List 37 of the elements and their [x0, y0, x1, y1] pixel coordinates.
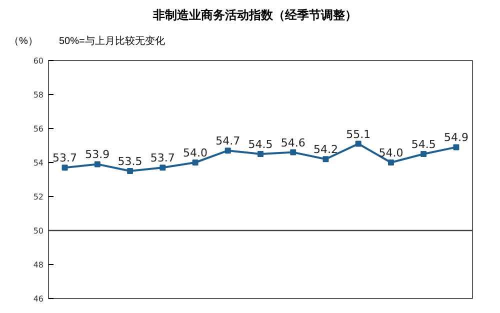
- point: [127, 168, 134, 174]
- data-label: 53.7: [150, 152, 175, 165]
- point: [388, 160, 394, 166]
- point: [453, 144, 460, 150]
- data-label: 54.0: [378, 146, 404, 160]
- point: [94, 161, 100, 168]
- point: [420, 151, 427, 157]
- y-axis-title: （%）: [9, 35, 38, 49]
- point: [192, 160, 198, 166]
- y-tick-label: 60: [33, 56, 44, 66]
- data-label: 53.7: [52, 152, 78, 165]
- y-tick-label: 54: [33, 158, 44, 168]
- data-label: 53.9: [85, 148, 110, 162]
- data-label: 53.5: [118, 155, 142, 168]
- data-label: 54.0: [183, 146, 208, 160]
- data-label: 54.6: [280, 136, 306, 150]
- data-label: 54.9: [444, 131, 468, 144]
- data-label: 54.5: [248, 138, 273, 151]
- point: [290, 149, 296, 156]
- y-tick-label: 50: [33, 226, 44, 236]
- y-tick-label: 58: [33, 90, 44, 100]
- y-tick-label: 56: [33, 124, 44, 134]
- point: [224, 148, 231, 154]
- data-label: 54.5: [411, 138, 436, 151]
- point: [62, 164, 68, 171]
- chart-title: 非制造业商务活动指数（经季节调整）: [153, 7, 357, 24]
- point: [322, 156, 329, 162]
- y-tick-label: 48: [33, 260, 44, 270]
- point: [258, 151, 264, 157]
- point: [160, 164, 166, 171]
- data-label: 54.2: [313, 143, 338, 156]
- y-tick-label: 46: [33, 294, 44, 304]
- y-tick-label: 52: [33, 192, 44, 202]
- data-label: 54.7: [216, 134, 240, 148]
- text: 50%=与上月比较无变化: [59, 35, 165, 49]
- data-label: 55.1: [346, 128, 371, 141]
- point: [355, 140, 362, 147]
